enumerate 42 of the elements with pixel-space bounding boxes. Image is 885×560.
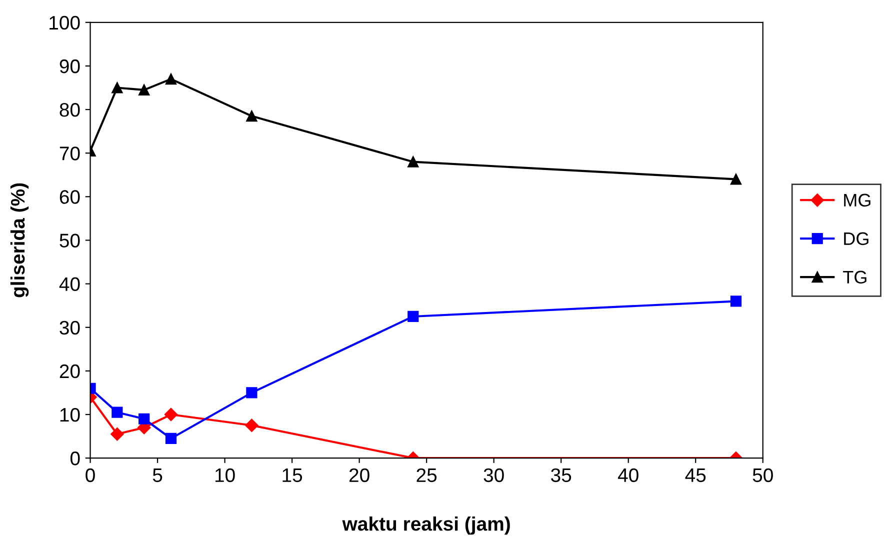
x-tick-label: 0 <box>86 468 95 482</box>
point <box>730 174 742 185</box>
y-tick-label: 0 <box>70 452 80 466</box>
x-tick-label: 10 <box>215 468 235 482</box>
x-tick-label: 35 <box>551 468 572 482</box>
point <box>408 156 419 168</box>
y-tick-label: 60 <box>60 190 80 204</box>
point <box>138 413 150 424</box>
point <box>164 408 178 422</box>
point <box>112 82 123 94</box>
point <box>165 432 177 444</box>
point <box>138 84 150 96</box>
point <box>165 73 177 85</box>
point <box>110 428 124 441</box>
y-tick-label: 90 <box>60 59 80 74</box>
x-tick-label: 40 <box>618 468 638 482</box>
x-tick-label: 15 <box>282 468 302 482</box>
point <box>246 110 258 122</box>
y-tick-label: 80 <box>60 103 80 117</box>
legend-label: MG <box>844 194 870 207</box>
x-tick-label: 25 <box>416 468 437 482</box>
y-tick-label: 70 <box>60 146 80 160</box>
y-tick-label: 100 <box>50 16 80 30</box>
point <box>730 296 742 307</box>
x-axis-title: waktu reaksi (jam) <box>342 516 510 535</box>
y-tick-label: 30 <box>60 320 80 335</box>
y-tick-label: 50 <box>60 234 80 248</box>
y-tick-label: 20 <box>60 364 80 378</box>
x-tick-label: 30 <box>484 468 504 482</box>
legend-label: TG <box>843 270 866 284</box>
x-tick-label: 20 <box>349 468 370 482</box>
y-axis-title: gliserida (%) <box>10 183 29 298</box>
x-tick-label: 5 <box>152 468 162 482</box>
point <box>112 406 123 418</box>
legend-label: DG <box>844 232 868 246</box>
x-tick-label: 45 <box>685 468 706 482</box>
y-tick-label: 40 <box>59 277 80 292</box>
point <box>245 418 258 432</box>
y-tick-label: 10 <box>60 408 80 422</box>
point <box>246 387 258 398</box>
x-tick-label: 50 <box>752 468 773 482</box>
point <box>408 310 419 322</box>
